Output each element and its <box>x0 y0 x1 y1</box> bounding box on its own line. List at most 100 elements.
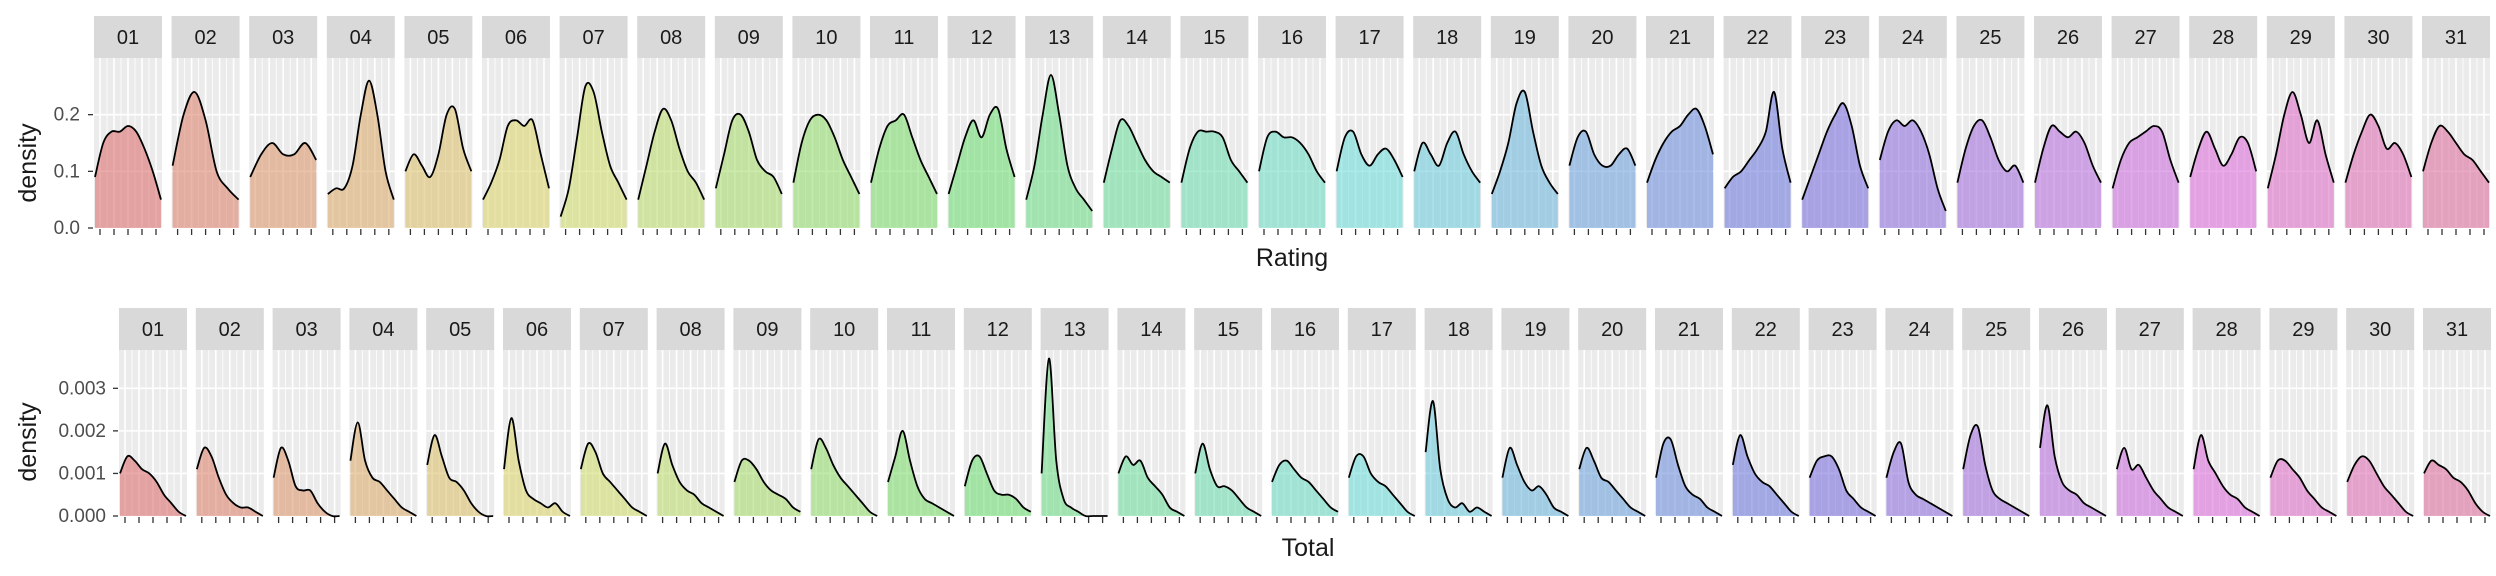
facet-strip <box>1801 16 1870 58</box>
facet-panel-02: 02 <box>195 308 264 523</box>
facet-label: 16 <box>1281 27 1303 49</box>
density-line-06 <box>482 118 550 201</box>
facet-label: 17 <box>1358 27 1380 49</box>
density-line-19 <box>1501 446 1569 517</box>
facet-label: 23 <box>1831 319 1853 341</box>
facet-strip <box>503 308 571 350</box>
facet-strip <box>714 16 783 58</box>
facet-label: 29 <box>2292 319 2314 341</box>
density-line-08 <box>656 442 725 517</box>
facet-label: 12 <box>987 319 1009 341</box>
density-line-20 <box>1568 129 1637 168</box>
density-line-12 <box>947 105 1016 195</box>
facet-strip <box>1878 16 1947 58</box>
facet-panel-13: 13 <box>1040 308 1109 523</box>
facet-panel-22: 22 <box>1731 308 1800 523</box>
density-area-23 <box>1809 455 1876 516</box>
density-line-23 <box>1801 102 1870 200</box>
facet-label: 25 <box>1985 319 2007 341</box>
x-axis-title-rating: Rating <box>1256 244 1328 272</box>
facet-strip <box>1646 16 1714 58</box>
facet-label: 28 <box>2212 27 2234 49</box>
density-line-11 <box>870 113 938 195</box>
y-axis-title-rating: density <box>14 123 42 203</box>
density-line-31 <box>2423 459 2491 517</box>
density-area-03 <box>273 447 340 517</box>
facet-panel-30: 30 <box>2346 308 2415 523</box>
facet-strip <box>947 16 1016 58</box>
facet-label: 04 <box>372 319 394 341</box>
density-area-01 <box>120 455 186 516</box>
facet-panel-23: 23 <box>1801 16 1870 235</box>
facet-panel-13: 13 <box>1025 16 1094 235</box>
facet-label: 24 <box>1908 319 1930 341</box>
density-area-08 <box>638 108 705 228</box>
density-line-08 <box>637 107 706 201</box>
facet-strip <box>2346 308 2415 350</box>
facet-strip <box>1501 308 1570 350</box>
facet-strip <box>119 308 187 350</box>
facet-strip <box>1025 16 1094 58</box>
facet-label: 11 <box>894 27 915 49</box>
facet-label: 18 <box>1436 27 1458 49</box>
facet-panel-29: 29 <box>2269 308 2338 523</box>
density-area-03 <box>250 142 317 228</box>
density-line-05 <box>426 434 494 518</box>
facet-label: 26 <box>2062 319 2084 341</box>
facet-label: 23 <box>1824 27 1846 49</box>
density-line-04 <box>327 79 395 200</box>
density-area-29 <box>2267 92 2334 228</box>
density-area-27 <box>2112 126 2179 228</box>
facet-strip <box>1040 308 1109 350</box>
facet-strip <box>171 16 240 58</box>
density-line-25 <box>1962 423 2030 517</box>
density-area-16 <box>1272 460 1338 516</box>
facet-label: 04 <box>350 27 372 49</box>
facet-strip <box>1424 308 1493 350</box>
facet-panel-24: 24 <box>1878 16 1947 235</box>
density-area-02 <box>172 91 239 228</box>
density-area-06 <box>483 119 549 228</box>
facet-panel-06: 06 <box>503 308 571 523</box>
density-line-03 <box>272 446 340 518</box>
density-line-25 <box>1956 118 2025 184</box>
y-tick-label: 0.1 <box>54 161 80 182</box>
density-area-21 <box>1656 437 1722 516</box>
facet-label: 14 <box>1126 27 1148 49</box>
facet-panel-11: 11 <box>887 308 955 523</box>
facet-panel-14: 14 <box>1102 16 1171 235</box>
facet-panel-20: 20 <box>1568 16 1637 235</box>
density-area-10 <box>811 438 878 516</box>
density-line-10 <box>810 437 878 517</box>
density-area-05 <box>427 435 494 517</box>
facet-label: 13 <box>1063 319 1085 341</box>
density-line-31 <box>2422 124 2490 184</box>
density-area-15 <box>1195 443 1262 516</box>
facet-panel-04: 04 <box>326 16 395 235</box>
y-tick-label: 0.0 <box>54 218 80 239</box>
facet-label: 31 <box>2446 319 2468 341</box>
total-facets: 0.000 0.001 0.002 0.003 01 02 03 04 05 06 07 08 09 10… <box>58 308 2491 527</box>
facet-label: 06 <box>526 319 548 341</box>
density-area-12 <box>964 455 1031 516</box>
facet-panel-31: 31 <box>2422 16 2490 235</box>
facet-label: 25 <box>1979 27 2001 49</box>
facet-panel-17: 17 <box>1335 16 1404 235</box>
facet-strip <box>1347 308 1416 350</box>
facet-strip <box>94 16 162 58</box>
facet-strip <box>963 308 1032 350</box>
density-line-01 <box>119 454 187 517</box>
facet-panel-26: 26 <box>2039 308 2107 523</box>
density-line-27 <box>2115 446 2184 517</box>
facet-label: 03 <box>272 27 294 49</box>
density-area-17 <box>1336 130 1403 228</box>
density-area-28 <box>2193 435 2260 516</box>
density-line-12 <box>963 454 1032 513</box>
facet-strip <box>792 16 861 58</box>
facet-panel-19: 19 <box>1501 308 1570 523</box>
facet-strip <box>2269 308 2338 350</box>
density-line-24 <box>1878 119 1947 212</box>
facet-label: 06 <box>505 27 527 49</box>
density-area-02 <box>196 447 263 516</box>
density-line-02 <box>195 446 264 517</box>
